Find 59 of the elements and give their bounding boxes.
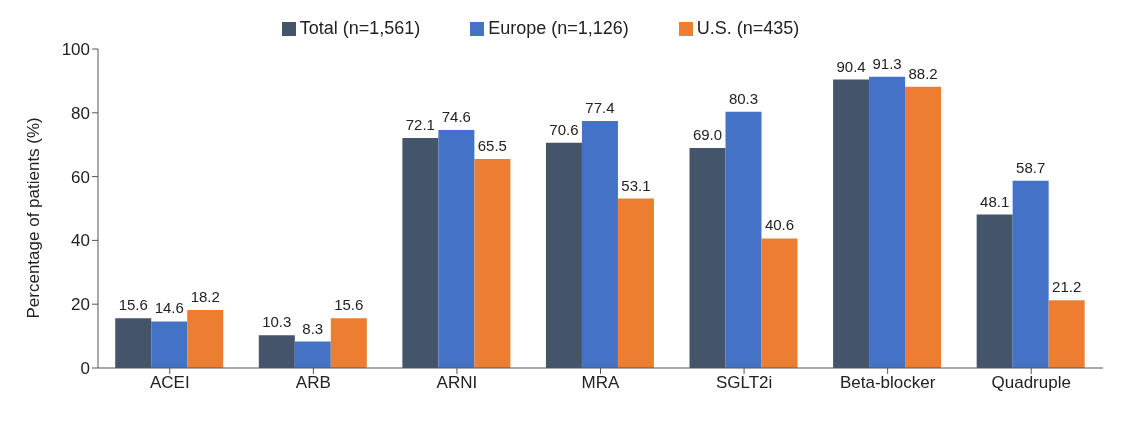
y-tick-label: 0	[80, 359, 90, 379]
bar	[1048, 300, 1085, 368]
data-label: 80.3	[728, 89, 759, 107]
y-axis-title: Percentage of patients (%)	[24, 117, 44, 319]
bar	[617, 198, 654, 368]
data-label: 70.6	[549, 120, 579, 138]
bar	[581, 121, 618, 368]
bar	[761, 238, 798, 368]
bar	[330, 318, 367, 368]
bar	[115, 318, 152, 368]
data-label: 48.1	[980, 192, 1010, 210]
data-label: 77.4	[585, 99, 615, 117]
data-label: 14.6	[154, 299, 184, 317]
x-tick-label: Quadruple	[991, 373, 1071, 393]
data-label: 15.6	[334, 296, 364, 314]
y-tick-label: 20	[71, 295, 90, 315]
data-label: 53.1	[621, 176, 651, 194]
bar	[545, 142, 582, 368]
y-tick-label: 80	[71, 103, 90, 123]
legend-label: Total (n=1,561)	[299, 18, 421, 38]
bar	[1012, 180, 1049, 368]
bar	[294, 341, 331, 368]
x-tick-label: Beta-blocker	[839, 373, 936, 393]
data-label: 8.3	[302, 319, 324, 337]
bar	[905, 86, 942, 368]
bar	[725, 111, 762, 368]
data-label: 91.3	[872, 54, 902, 72]
data-label: 18.2	[190, 287, 220, 305]
data-label: 72.1	[405, 116, 435, 133]
bar	[258, 335, 295, 368]
data-label: 74.6	[441, 108, 471, 126]
legend-label: U.S. (n=435)	[696, 18, 800, 38]
bar	[833, 79, 870, 368]
bar	[689, 147, 726, 368]
data-label: 40.6	[764, 216, 795, 234]
bar	[187, 309, 224, 368]
data-label: 69.0	[692, 125, 723, 143]
data-label: 88.2	[908, 64, 938, 82]
legend-label: Europe (n=1,126)	[488, 18, 629, 38]
data-label: 58.7	[1016, 158, 1046, 176]
y-tick-label: 60	[71, 167, 90, 187]
x-tick-label: ARB	[295, 373, 331, 393]
data-label: 15.6	[118, 296, 148, 314]
y-tick-label: 40	[71, 231, 90, 251]
data-label: 65.5	[477, 137, 507, 155]
bar	[869, 76, 906, 368]
data-label: 21.2	[1052, 278, 1082, 296]
data-label: 10.3	[262, 313, 292, 331]
y-tick-label: 100	[61, 40, 90, 60]
data-label: 90.4	[836, 57, 866, 75]
bar	[402, 138, 439, 368]
bar	[151, 321, 188, 368]
x-tick-label: ACEI	[149, 373, 190, 393]
bar	[438, 130, 475, 368]
bar	[976, 214, 1013, 368]
x-tick-label: MRA	[581, 373, 621, 393]
x-tick-label: SGLT2i	[715, 373, 773, 393]
bar	[474, 159, 511, 368]
x-tick-label: ARNI	[436, 373, 478, 393]
